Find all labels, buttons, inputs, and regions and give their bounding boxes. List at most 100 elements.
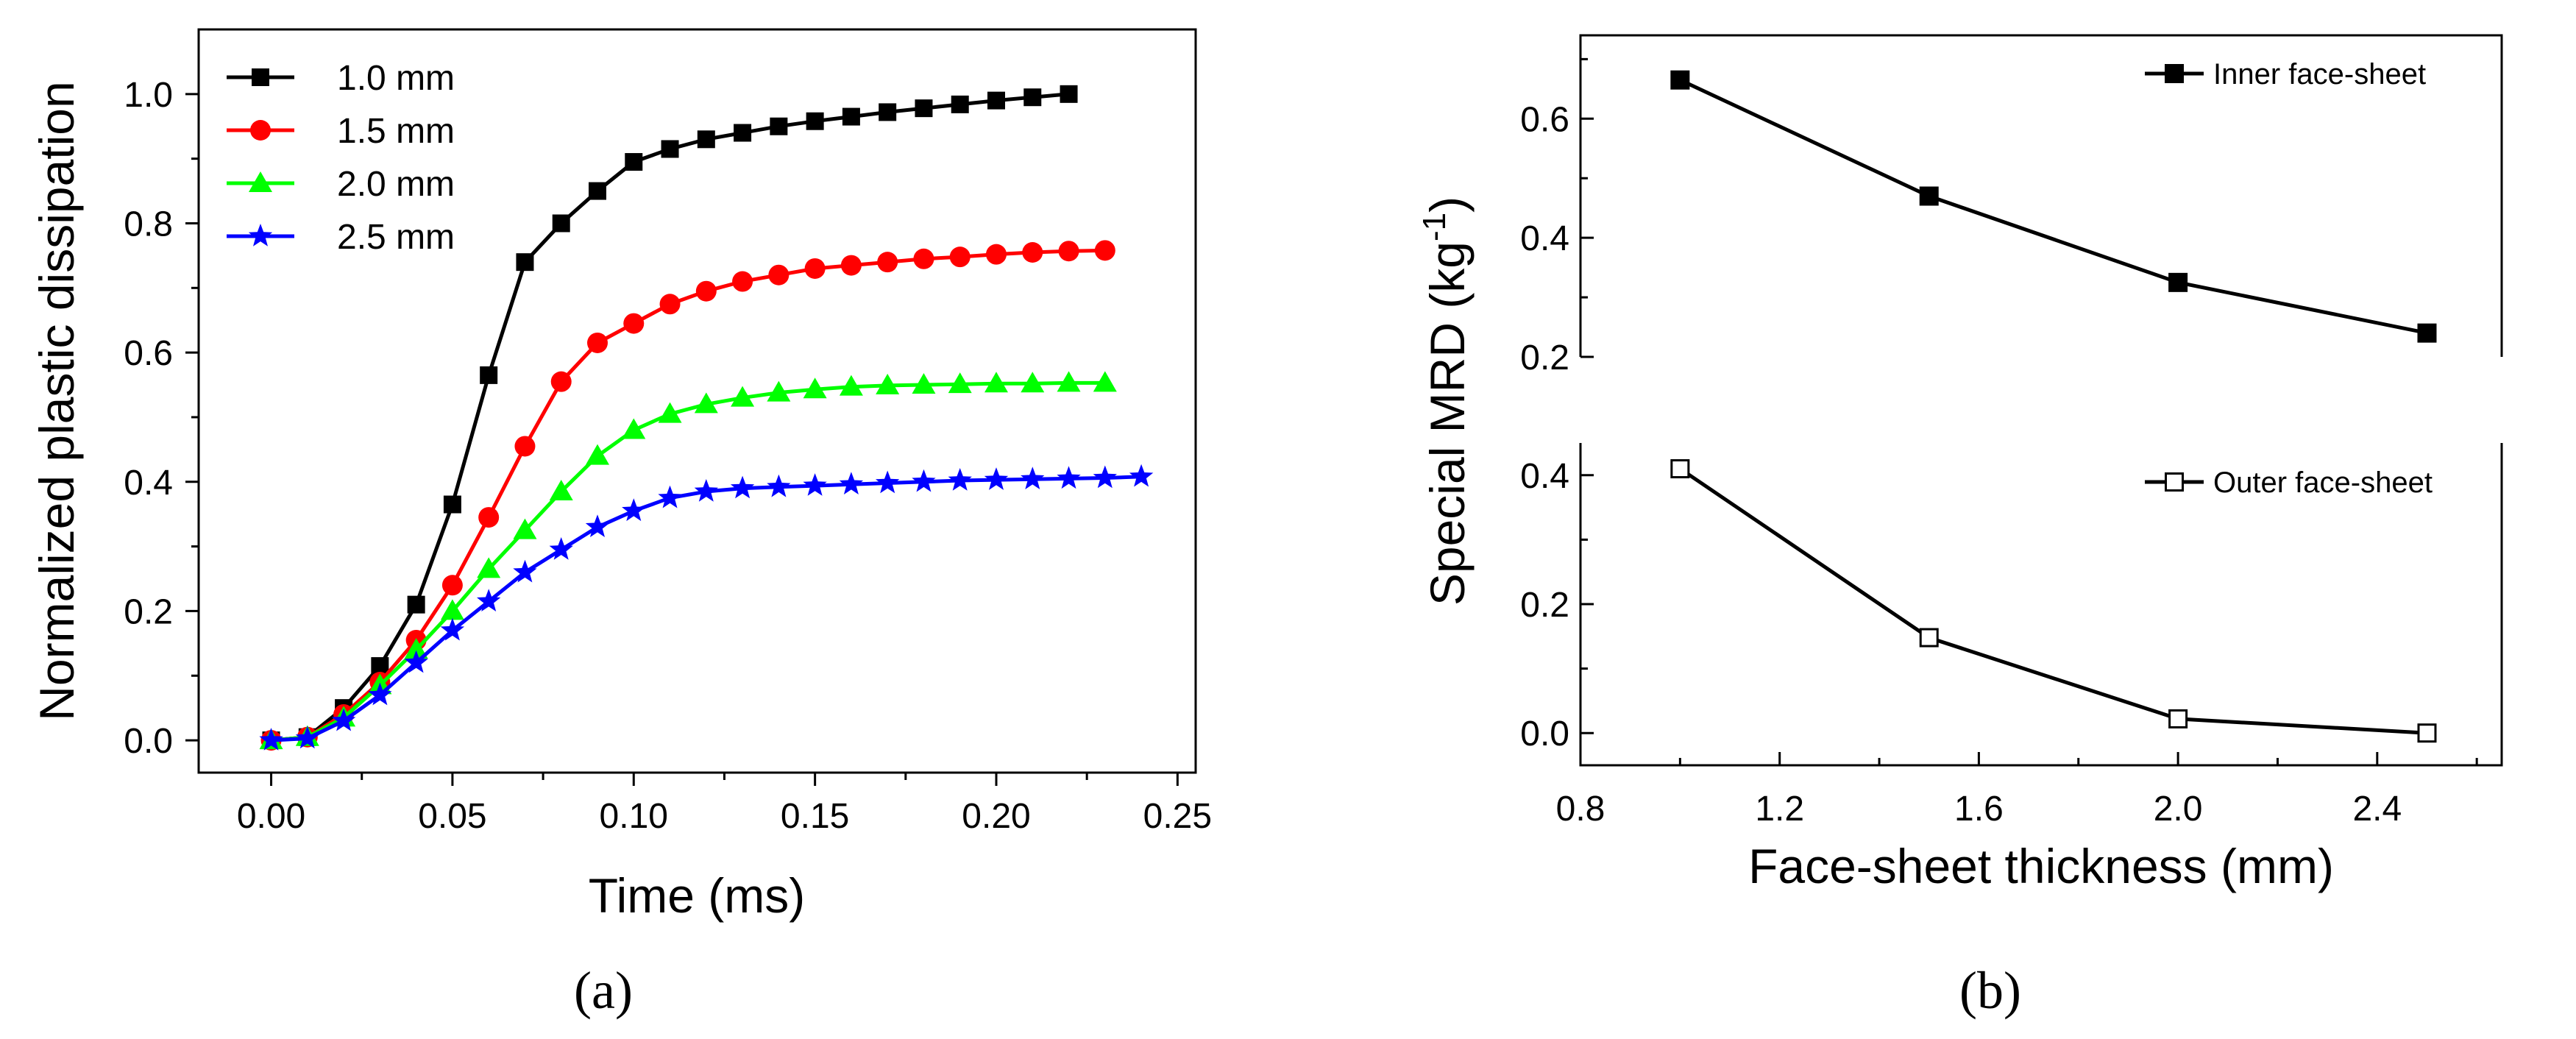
panel-b-y-axis-title-sup: -1 <box>1416 213 1452 241</box>
data-point <box>368 682 392 706</box>
legend-entry: 2.5 mm <box>227 218 455 257</box>
legend-marker <box>2165 64 2184 83</box>
data-point <box>697 130 715 149</box>
panel-b-series <box>1670 70 2437 743</box>
data-point <box>2417 723 2437 743</box>
data-point <box>587 332 608 353</box>
x-tick-label: 0.05 <box>418 797 486 836</box>
data-point <box>803 473 827 496</box>
data-point <box>1021 372 1045 393</box>
data-point <box>1057 371 1081 392</box>
y-tick-label: 0.4 <box>1520 219 1569 258</box>
panel-b-x-axis-title: Face-sheet thickness (mm) <box>1748 839 2334 893</box>
data-point <box>1058 241 1079 262</box>
y-tick-label: 1.0 <box>124 76 173 115</box>
panel-b-ticks: 0.2 0.4 0.6 0.0 0.2 0.4 0.8 1.2 1.6 2.0 2.4 <box>1520 57 2478 829</box>
data-point <box>1094 240 1115 261</box>
panel-a: 0.00 0.05 0.10 0.15 0.20 0.25 0.0 0.2 0.4 0.6 0.8 1… <box>29 28 1212 1020</box>
legend-marker <box>248 224 273 247</box>
data-point <box>806 112 824 130</box>
data-point <box>1670 70 1690 90</box>
data-point <box>259 728 283 751</box>
data-point <box>951 95 969 113</box>
data-point <box>839 472 864 494</box>
data-point <box>1021 467 1045 489</box>
legend-entry: Inner face-sheet <box>2145 58 2426 91</box>
data-point <box>585 514 610 537</box>
data-point <box>440 599 464 620</box>
panel-a-series <box>259 85 1154 751</box>
x-tick-label: 2.4 <box>2352 790 2402 829</box>
data-point <box>623 313 645 334</box>
panel-a-plot-frame <box>197 28 1197 774</box>
panel-a-ticks: 0.00 0.05 0.10 0.15 0.20 0.25 0.0 0.2 0.4 0.6 0.8 1… <box>124 76 1212 836</box>
data-point <box>694 392 718 414</box>
data-point <box>879 103 897 121</box>
data-point <box>694 479 718 502</box>
panel-b-y-axis-title-close: ) <box>1420 196 1475 213</box>
data-point <box>1057 466 1081 489</box>
x-tick-label: 1.2 <box>1755 790 1804 829</box>
legend-label: Outer face-sheet <box>2213 467 2433 499</box>
panel-b-y-axis-title: Special MRD (kg-1) <box>1416 196 1475 606</box>
data-point <box>1023 88 1042 107</box>
data-point <box>949 247 971 268</box>
series-inner-face-sheet <box>1670 70 2437 343</box>
data-point <box>915 99 933 118</box>
data-point <box>295 726 319 749</box>
y-tick-label: 0.2 <box>1520 338 1569 377</box>
series-2-0-mm <box>259 371 1117 750</box>
legend-entry: 1.0 mm <box>227 59 455 98</box>
data-point <box>804 258 826 279</box>
legend-entry: Outer face-sheet <box>2145 467 2433 499</box>
data-point <box>842 107 860 126</box>
panel-a-label: (a) <box>574 961 633 1020</box>
data-point <box>2168 709 2188 728</box>
data-point <box>770 117 788 135</box>
panel-b-upper-frame <box>1579 34 2503 357</box>
data-point <box>768 264 790 286</box>
data-point <box>477 557 501 578</box>
data-point <box>839 375 863 396</box>
data-point <box>1129 464 1154 487</box>
panel-a-y-axis-title: Normalized plastic dissipation <box>29 81 84 720</box>
legend-label: 2.0 mm <box>337 165 455 204</box>
panel-a-legend: 1.0 mm 1.5 mm 2.0 mm 2.5 mm <box>227 59 455 257</box>
data-point <box>622 498 646 522</box>
data-point <box>513 559 537 583</box>
panel-b-label: (b) <box>1959 961 2021 1020</box>
data-point <box>550 371 572 392</box>
data-point <box>1670 459 1690 479</box>
data-point <box>1093 465 1117 489</box>
data-point <box>986 244 1007 265</box>
data-point <box>661 140 679 158</box>
data-point <box>984 467 1009 490</box>
panel-b-legend: Inner face-sheet Outer face-sheet <box>2145 58 2433 499</box>
x-tick-label: 0.8 <box>1556 790 1605 829</box>
data-point <box>440 617 465 641</box>
data-point <box>331 708 356 731</box>
series-line <box>271 475 1142 742</box>
data-point <box>514 436 536 457</box>
legend-label: 1.0 mm <box>337 59 455 98</box>
x-tick-label: 2.0 <box>2154 790 2203 829</box>
legend-marker <box>250 120 271 141</box>
data-point <box>1022 242 1043 263</box>
data-point <box>407 595 425 614</box>
data-point <box>2417 323 2437 343</box>
y-tick-label: 0.0 <box>124 722 173 761</box>
data-point <box>404 650 428 673</box>
data-point <box>730 475 755 499</box>
y-tick-label: 0.4 <box>1520 457 1569 496</box>
series-line <box>271 380 1105 742</box>
data-point <box>984 372 1008 393</box>
data-point <box>441 575 463 596</box>
data-point <box>477 589 501 611</box>
panel-b: 0.2 0.4 0.6 0.0 0.2 0.4 0.8 1.2 1.6 2.0 2.4 Face-s… <box>1416 34 2503 1020</box>
data-point <box>803 377 827 399</box>
y-tick-label: 0.6 <box>1520 100 1569 139</box>
y-tick-label: 0.8 <box>124 205 173 244</box>
legend-label: 1.5 mm <box>337 112 455 151</box>
data-point <box>731 386 755 407</box>
data-point <box>987 91 1005 110</box>
